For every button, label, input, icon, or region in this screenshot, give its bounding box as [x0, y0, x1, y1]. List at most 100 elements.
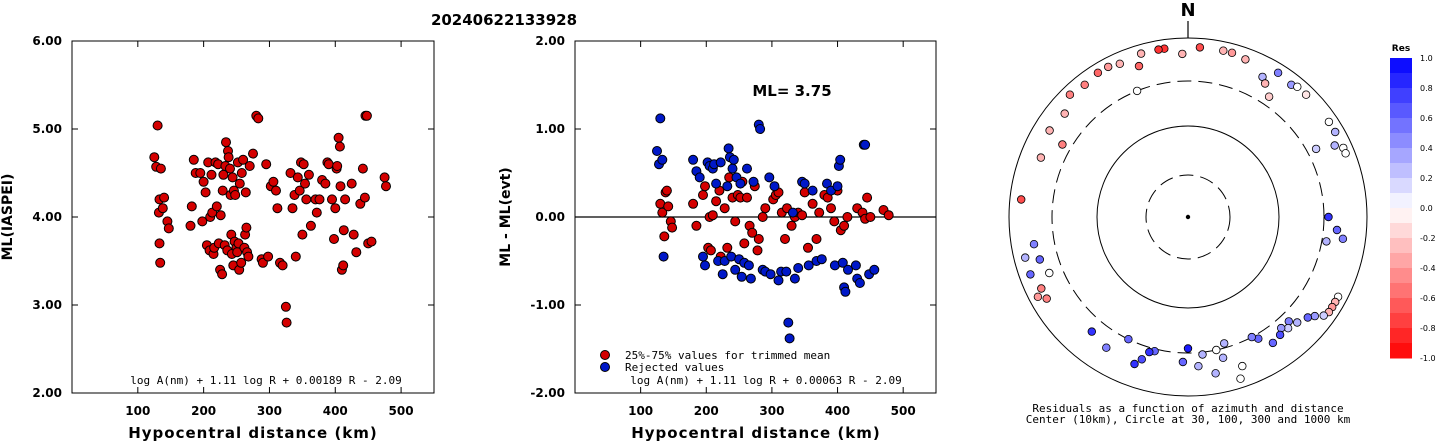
data-point	[700, 181, 710, 192]
data-point	[157, 203, 168, 214]
data-point	[248, 148, 258, 159]
panel-azimuth-residuals: N Residuals as a function of azimuth and…	[1008, 0, 1368, 426]
data-point	[730, 216, 741, 227]
data-point	[839, 220, 850, 231]
data-point	[332, 161, 343, 171]
data-point	[752, 245, 763, 256]
data-point	[330, 203, 341, 214]
residual-point	[1283, 324, 1293, 333]
residual-point	[1332, 225, 1342, 235]
colorbar-swatch	[1390, 133, 1412, 149]
data-point	[297, 229, 308, 240]
residual-point	[1136, 49, 1146, 58]
data-point	[338, 225, 349, 236]
colorbar-tick-label: -1.0	[1420, 354, 1436, 363]
colorbar-swatch	[1390, 148, 1412, 164]
data-point	[357, 163, 368, 174]
residual-point	[1212, 345, 1221, 355]
data-point	[736, 271, 747, 282]
residual-point	[1130, 359, 1139, 369]
residual-point	[1026, 270, 1035, 279]
data-point	[215, 210, 226, 221]
x-tick-label: 300	[257, 404, 282, 418]
data-point	[311, 207, 322, 218]
data-point	[739, 238, 750, 249]
data-point	[757, 212, 768, 222]
data-point	[263, 251, 274, 262]
residual-point	[1045, 268, 1054, 278]
data-point	[832, 181, 843, 192]
data-point	[211, 201, 222, 212]
data-point	[351, 247, 362, 258]
data-point	[652, 146, 662, 156]
data-point	[807, 198, 818, 209]
x-tick-label: 200	[694, 404, 719, 418]
colorbar-tick-label: 1.0	[1420, 54, 1433, 63]
data-point	[301, 194, 312, 205]
data-point	[657, 154, 668, 165]
residual-point	[1033, 292, 1043, 301]
residual-point	[1145, 347, 1154, 357]
y-tick-label: 1.00	[535, 122, 565, 136]
residual-point	[1338, 234, 1348, 243]
residual-point	[1219, 339, 1229, 348]
data-point	[314, 194, 325, 205]
data-point	[688, 198, 699, 209]
data-point	[748, 176, 759, 187]
caption-line-1: Residuals as a function of azimuth and d…	[1032, 402, 1343, 415]
x-tick-label: 400	[825, 404, 850, 418]
ring-1000km	[1008, 37, 1368, 397]
data-point	[240, 187, 251, 198]
y-tick-label: 0.00	[535, 210, 565, 224]
data-point	[755, 124, 766, 134]
residual-point	[1132, 86, 1142, 96]
data-point	[793, 263, 804, 273]
data-point	[155, 257, 166, 268]
data-point	[234, 178, 245, 189]
data-point	[780, 234, 790, 244]
colorbar: Res 1.0 0.8 0.6 0.4 0.2 0.0 -0.2 -0.4 -0.6 -0.8 -1…	[1390, 44, 1436, 363]
data-point	[707, 210, 718, 221]
residual-point	[1065, 90, 1075, 99]
residual-point	[1029, 239, 1039, 249]
data-point	[163, 223, 174, 234]
data-point	[188, 154, 199, 165]
data-point	[711, 178, 722, 189]
residual-point	[1045, 126, 1054, 135]
data-point	[236, 168, 247, 178]
residual-point	[1260, 79, 1270, 88]
residual-point	[1319, 311, 1328, 320]
data-point	[773, 275, 784, 286]
data-point	[230, 190, 241, 200]
colorbar-tick-label: 0.8	[1420, 84, 1433, 93]
colorbar-swatch	[1390, 73, 1412, 89]
data-point	[787, 207, 798, 218]
colorbar-swatch	[1390, 103, 1412, 119]
residual-point	[1195, 43, 1205, 52]
data-point	[745, 273, 756, 284]
data-point	[300, 178, 310, 189]
y-tick-label: 5.00	[32, 122, 62, 136]
y-axis-label: ML(IASPEI)	[0, 174, 16, 261]
data-point	[717, 269, 728, 280]
residual-point	[1198, 350, 1207, 359]
residual-point	[1236, 374, 1245, 383]
data-points	[652, 113, 894, 344]
data-point	[700, 260, 710, 271]
residual-point	[1211, 369, 1220, 378]
data-point	[305, 220, 316, 231]
residual-point	[1178, 357, 1188, 367]
data-point	[281, 317, 292, 328]
residual-point	[1324, 212, 1333, 222]
data-point	[217, 185, 228, 196]
data-point	[268, 176, 279, 187]
colorbar-swatch	[1390, 163, 1412, 179]
data-point	[154, 238, 165, 249]
x-tick-label: 100	[628, 404, 653, 418]
data-point	[253, 113, 264, 124]
data-point	[807, 185, 818, 196]
data-point	[243, 251, 254, 262]
data-point	[789, 273, 800, 284]
data-point	[860, 139, 871, 150]
data-point	[753, 234, 764, 244]
